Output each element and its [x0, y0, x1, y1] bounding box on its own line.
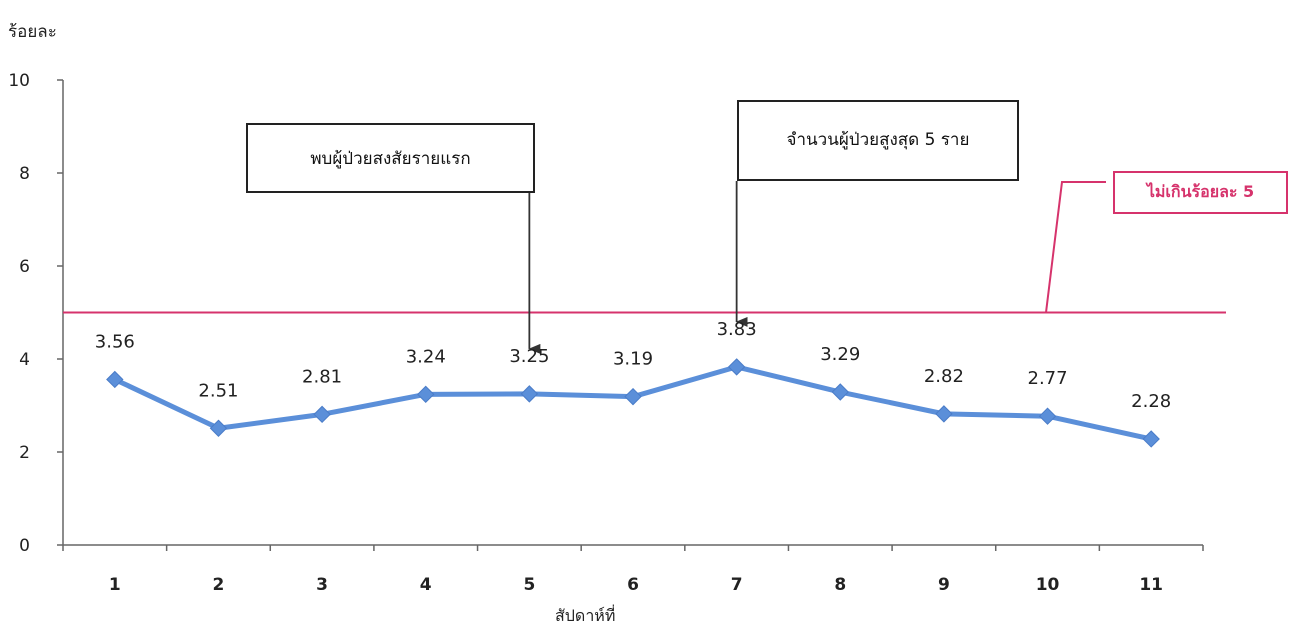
threshold-label: ไม่เกินร้อยละ 5 — [1113, 171, 1288, 214]
data-point-marker — [727, 358, 746, 376]
x-tick-label: 11 — [1139, 575, 1163, 595]
x-tick-label: 1 — [109, 575, 121, 595]
annotation-first-suspected-case: พบผู้ป่วยสงสัยรายแรก — [246, 123, 535, 193]
y-tick-label: 4 — [19, 350, 30, 370]
data-point-marker — [935, 405, 953, 423]
x-axis-label: สัปดาห์ที่ — [555, 606, 616, 625]
data-point-marker — [520, 385, 539, 403]
x-tick-label: 2 — [213, 575, 225, 595]
threshold-leader-line — [1045, 181, 1106, 313]
data-label: 3.83 — [717, 319, 757, 340]
y-tick-label: 8 — [19, 164, 30, 184]
y-tick-label: 2 — [19, 443, 30, 463]
x-tick-label: 9 — [938, 575, 950, 595]
data-label: 2.51 — [198, 380, 238, 401]
x-tick-label: 6 — [627, 575, 639, 595]
y-axis-label: ร้อยละ — [8, 22, 57, 42]
data-label: 3.19 — [613, 349, 653, 370]
x-tick-label: 5 — [523, 575, 535, 595]
data-label: 3.25 — [509, 346, 549, 367]
data-point-marker — [313, 405, 331, 424]
data-point-marker — [1038, 407, 1057, 425]
data-point-marker — [624, 387, 642, 406]
data-point-marker — [1142, 430, 1160, 448]
data-point-marker — [831, 383, 849, 401]
annotation-arrows — [528, 181, 748, 354]
threshold-line-group — [63, 181, 1226, 314]
y-tick-label: 6 — [19, 257, 30, 277]
x-tick-label: 3 — [316, 575, 328, 595]
data-label: 2.28 — [1131, 391, 1171, 412]
x-tick-label: 10 — [1036, 575, 1060, 595]
x-tick-label: 7 — [731, 575, 743, 595]
data-label: 2.77 — [1028, 368, 1068, 389]
data-label: 3.29 — [820, 344, 860, 365]
y-tick-label: 0 — [19, 536, 30, 556]
data-label: 2.82 — [924, 366, 964, 387]
x-tick-label: 8 — [834, 575, 846, 595]
data-point-marker — [417, 385, 435, 404]
annotation-peak-cases: จำนวนผู้ป่วยสูงสุด 5 ราย — [737, 100, 1019, 181]
series-group: 3.56 2.51 2.81 3.24 3.25 3.19 3.83 3.29 2.82 2.77… — [95, 319, 1171, 448]
data-point-marker — [209, 419, 228, 437]
data-label: 3.56 — [95, 331, 135, 352]
data-label: 3.24 — [406, 346, 446, 367]
x-tick-label: 4 — [420, 575, 432, 595]
y-tick-label: 10 — [8, 71, 30, 91]
data-label: 2.81 — [302, 366, 342, 387]
data-point-marker — [106, 370, 124, 389]
